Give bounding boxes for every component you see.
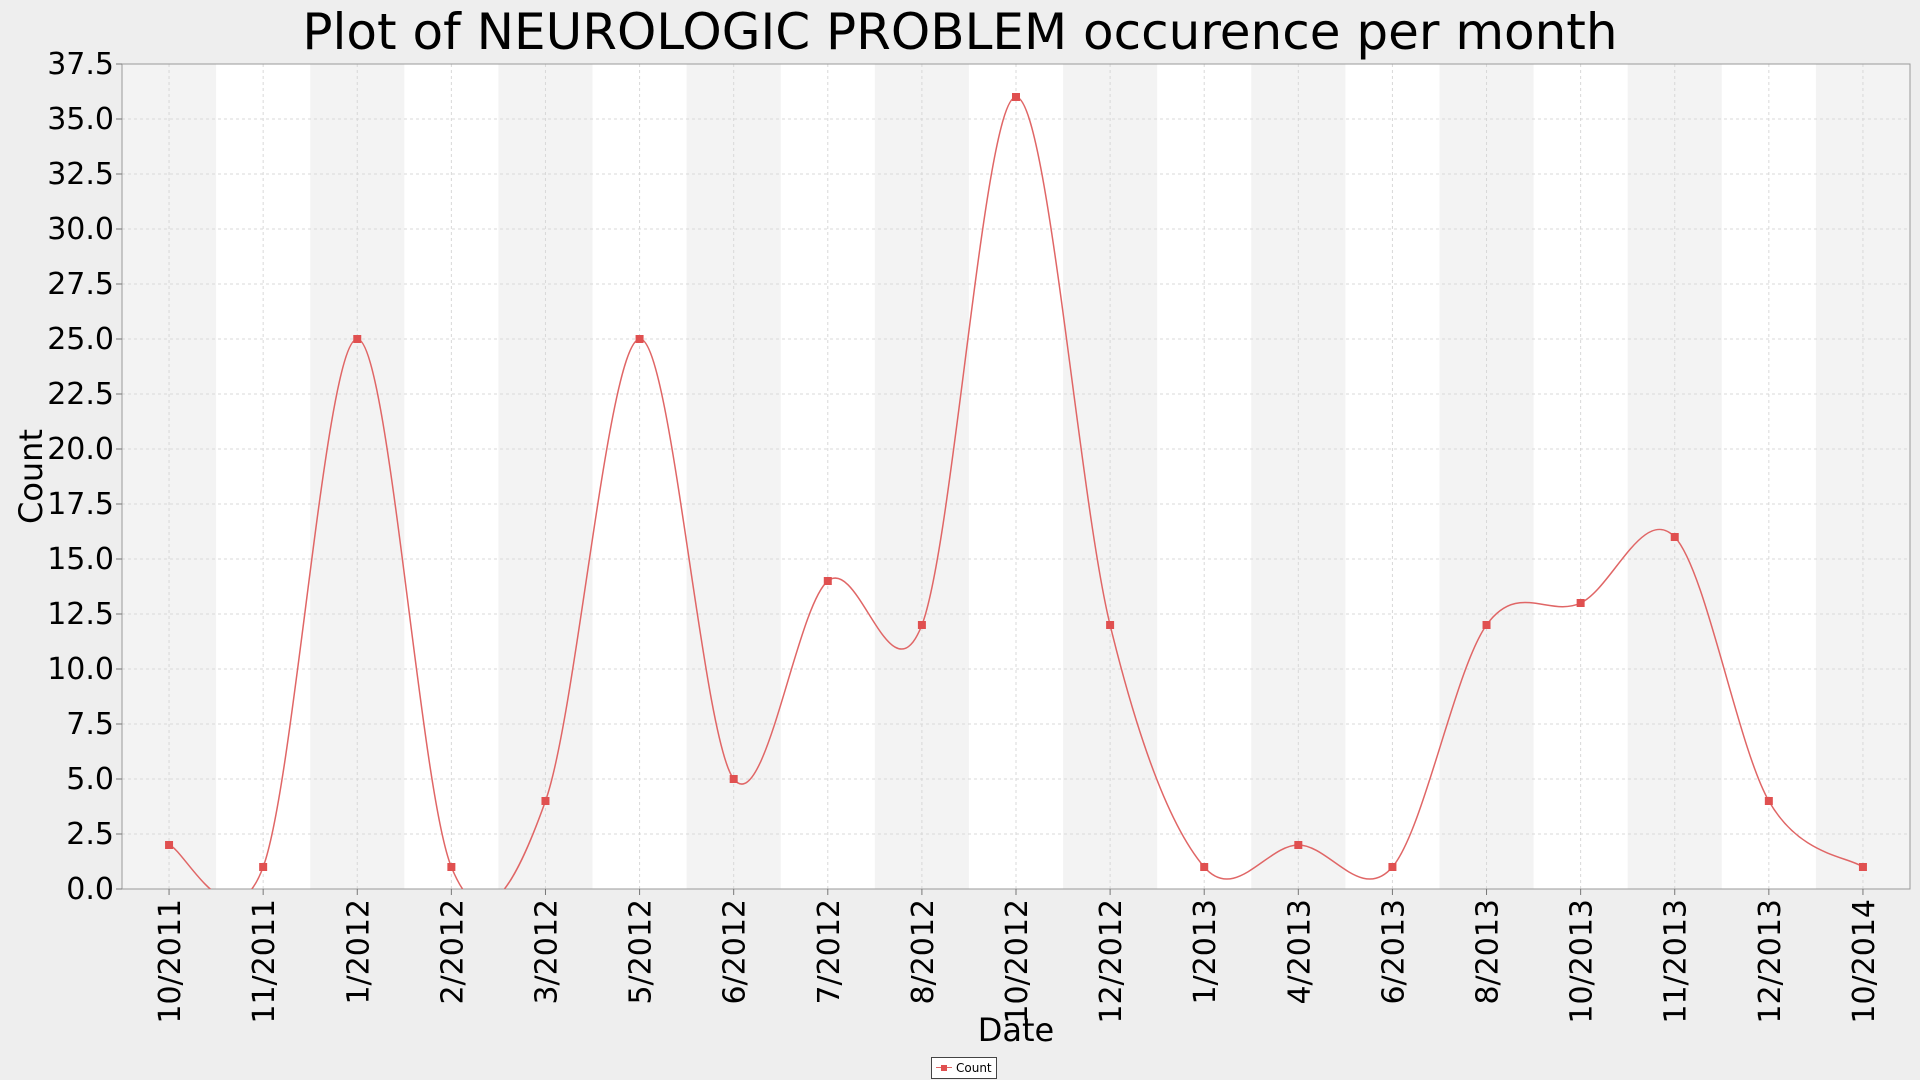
data-point [165, 841, 174, 849]
x-tick-label: 11/2013 [1659, 899, 1694, 1024]
series-layer [165, 93, 1867, 889]
data-point [447, 863, 456, 871]
y-tick-label: 20.0 [47, 432, 114, 467]
x-tick-label: 10/2014 [1847, 899, 1882, 1024]
x-tick-label: 8/2012 [906, 899, 941, 1005]
legend: Count [931, 1057, 997, 1079]
plot-band [216, 64, 311, 889]
x-tick-label: 4/2013 [1282, 899, 1317, 1005]
data-point [1858, 863, 1867, 871]
plot-band [1721, 64, 1817, 889]
data-point [917, 621, 926, 629]
chart-title: Plot of NEUROLOGIC PROBLEM occurence per… [302, 3, 1618, 61]
plot-band [874, 64, 970, 889]
x-tick-label: 7/2012 [812, 899, 847, 1005]
data-point [541, 797, 550, 805]
y-tick-label: 25.0 [47, 322, 114, 357]
series-line [168, 96, 1864, 889]
plot-band [686, 64, 782, 889]
y-tick-label: 12.5 [47, 597, 114, 632]
x-tick-label: 3/2012 [529, 899, 564, 1005]
data-point [1106, 621, 1115, 629]
x-tick-label: 2/2012 [435, 899, 470, 1005]
x-tick-label: 6/2013 [1376, 899, 1411, 1005]
y-tick-label: 0.0 [66, 872, 114, 907]
data-point [729, 775, 738, 783]
x-tick-label: 6/2012 [718, 899, 753, 1005]
y-tick-label: 22.5 [47, 377, 114, 412]
data-point [353, 335, 362, 343]
x-tick-label: 8/2013 [1471, 899, 1506, 1005]
data-point [1200, 863, 1209, 871]
y-tick-label: 30.0 [47, 212, 114, 247]
x-axis-ticks: 10/2011 11/2011 1/2012 2/2012 3/2012 5/2012 6/… [153, 889, 1882, 1024]
y-tick-label: 15.0 [47, 542, 114, 577]
x-tick-label: 10/2013 [1565, 899, 1600, 1024]
plot-band [592, 64, 688, 889]
y-axis-ticks: 0.0 2.5 5.0 7.5 10.0 12.5 15.0 17.5 20.0 22.5 25.0… [47, 47, 122, 907]
data-point [635, 335, 644, 343]
x-tick-label: 10/2012 [1000, 899, 1035, 1024]
plot-band [1439, 64, 1535, 889]
x-tick-label: 1/2012 [341, 899, 376, 1005]
plot-band [1345, 64, 1440, 889]
plot-band [968, 64, 1064, 889]
plot-band [122, 64, 217, 889]
x-tick-label: 1/2013 [1188, 899, 1223, 1005]
plot-band [1627, 64, 1723, 889]
y-tick-label: 7.5 [66, 707, 114, 742]
data-point [1012, 93, 1020, 101]
data-point [259, 863, 268, 871]
plot-band [1063, 64, 1158, 889]
data-point [1482, 621, 1491, 629]
y-tick-label: 10.0 [47, 652, 114, 687]
plot-band [1251, 64, 1346, 889]
legend-swatch-icon [936, 1063, 952, 1073]
data-point [1670, 533, 1679, 541]
legend-label: Count [956, 1061, 992, 1075]
data-point [1294, 841, 1303, 849]
y-tick-label: 27.5 [47, 267, 114, 302]
data-point [1764, 797, 1773, 805]
x-axis-title: Date [978, 1011, 1054, 1049]
plot-band [1815, 64, 1911, 889]
x-tick-label: 12/2013 [1753, 899, 1788, 1024]
plot-band [310, 64, 405, 889]
y-tick-label: 37.5 [47, 47, 114, 82]
y-tick-label: 2.5 [66, 817, 114, 852]
x-tick-label: 5/2012 [624, 899, 659, 1005]
plot-band [780, 64, 876, 889]
data-point [1576, 599, 1585, 607]
y-tick-label: 32.5 [47, 157, 114, 192]
y-tick-label: 5.0 [66, 762, 114, 797]
y-tick-label: 35.0 [47, 102, 114, 137]
plot-band [1157, 64, 1252, 889]
plot-band [498, 64, 594, 889]
data-point [1388, 863, 1397, 871]
y-tick-label: 17.5 [47, 487, 114, 522]
x-tick-label: 12/2012 [1094, 899, 1129, 1024]
data-point [823, 577, 832, 585]
x-tick-label: 10/2011 [153, 899, 188, 1024]
plot-band [404, 64, 499, 889]
x-tick-label: 11/2011 [247, 899, 282, 1024]
plot-bands [122, 64, 1911, 889]
plot-band [1533, 64, 1629, 889]
y-axis-title: Count [12, 429, 50, 524]
